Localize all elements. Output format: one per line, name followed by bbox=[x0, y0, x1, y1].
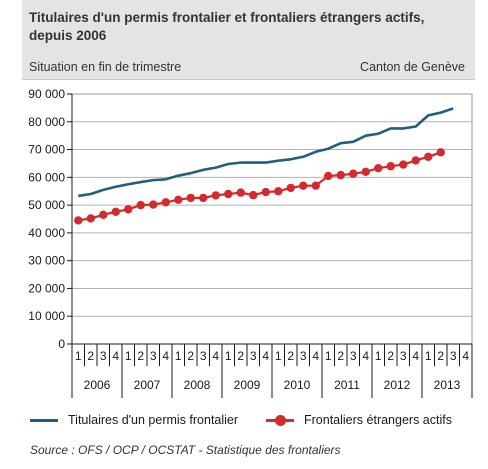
x-tick-label-quarter: 1 bbox=[125, 349, 132, 363]
data-point bbox=[174, 195, 183, 205]
data-point bbox=[336, 170, 345, 180]
data-point bbox=[374, 163, 383, 173]
y-tick-label: 80 000 bbox=[28, 115, 65, 129]
x-tick-label-year: 2007 bbox=[134, 378, 161, 392]
data-point bbox=[436, 148, 445, 157]
data-point bbox=[211, 191, 220, 200]
x-tick-label-quarter: 3 bbox=[100, 349, 107, 363]
data-point bbox=[149, 200, 158, 209]
x-tick-label-quarter: 4 bbox=[212, 349, 219, 363]
data-point bbox=[136, 200, 145, 210]
x-tick-label-year: 2008 bbox=[184, 378, 211, 392]
data-point bbox=[274, 187, 283, 196]
data-point bbox=[411, 156, 420, 165]
y-tick-label: 70 000 bbox=[28, 143, 65, 157]
legend: Titulaires d'un permis frontalier Fronta… bbox=[30, 413, 480, 431]
legend-item-active: Frontaliers étrangers actifs bbox=[266, 413, 452, 427]
data-point bbox=[324, 171, 333, 181]
x-tick-label-quarter: 2 bbox=[87, 349, 94, 363]
chart-region: Canton de Genève bbox=[360, 60, 465, 74]
x-tick-label-quarter: 2 bbox=[287, 349, 294, 363]
x-tick-label-quarter: 2 bbox=[187, 349, 194, 363]
data-point bbox=[124, 205, 133, 214]
x-tick-label-quarter: 2 bbox=[437, 349, 444, 363]
legend-marker-active bbox=[275, 414, 286, 426]
x-tick-label-quarter: 4 bbox=[112, 349, 119, 363]
x-tick-label-quarter: 4 bbox=[312, 349, 319, 363]
y-tick-label: 90 000 bbox=[28, 87, 65, 101]
series-line-0 bbox=[78, 107, 454, 198]
line-chart: 0 10 000 20 000 30 000 40 000 50 000 60 000 70 … bbox=[28, 87, 473, 398]
data-point bbox=[261, 187, 270, 197]
y-tick-label: 50 000 bbox=[28, 198, 65, 212]
y-tick-label: 10 000 bbox=[28, 309, 65, 323]
x-tick-label-quarter: 2 bbox=[337, 349, 344, 363]
data-point bbox=[199, 193, 208, 203]
data-point bbox=[249, 190, 258, 200]
x-tick-label-quarter: 3 bbox=[350, 349, 357, 363]
x-tick-label-quarter: 1 bbox=[175, 349, 182, 363]
data-point bbox=[74, 216, 83, 225]
data-point bbox=[86, 214, 95, 223]
y-tick-label: 0 bbox=[58, 337, 65, 351]
x-tick-label-quarter: 1 bbox=[75, 349, 82, 363]
data-point bbox=[361, 167, 370, 176]
data-point bbox=[161, 198, 170, 207]
plot-area bbox=[71, 93, 473, 345]
y-tick-label: 30 000 bbox=[28, 254, 65, 268]
data-point bbox=[99, 210, 108, 220]
data-point bbox=[186, 193, 195, 203]
axes: 0 10 000 20 000 30 000 40 000 50 000 60 000 70 … bbox=[28, 87, 473, 398]
y-tick-label: 20 000 bbox=[28, 281, 65, 295]
data-point bbox=[386, 162, 395, 171]
y-tick-label: 60 000 bbox=[28, 170, 65, 184]
x-tick-label-quarter: 4 bbox=[362, 349, 369, 363]
data-point bbox=[311, 181, 320, 190]
data-point bbox=[286, 183, 295, 193]
x-tick-label-quarter: 1 bbox=[375, 349, 382, 363]
y-tick-label: 40 000 bbox=[28, 226, 65, 240]
x-tick-label-quarter: 1 bbox=[275, 349, 282, 363]
x-tick-label-quarter: 3 bbox=[300, 349, 307, 363]
chart-subtitle: Situation en fin de trimestre bbox=[29, 60, 182, 74]
legend-swatch-active bbox=[266, 414, 294, 426]
x-tick-label-quarter: 3 bbox=[150, 349, 157, 363]
series-markers bbox=[74, 148, 445, 225]
grid bbox=[71, 93, 473, 345]
x-tick-label-quarter: 2 bbox=[387, 349, 394, 363]
x-tick-label-quarter: 1 bbox=[225, 349, 232, 363]
data-point bbox=[424, 152, 433, 161]
x-tick-label-quarter: 1 bbox=[425, 349, 432, 363]
legend-label-permits: Titulaires d'un permis frontalier bbox=[68, 413, 239, 427]
x-tick-label-quarter: 3 bbox=[250, 349, 257, 363]
legend-label-active: Frontaliers étrangers actifs bbox=[304, 413, 452, 427]
chart-header: Titulaires d'un permis frontalier et fro… bbox=[22, 0, 475, 80]
x-tick-label-year: 2009 bbox=[234, 378, 261, 392]
x-tick-label-year: 2006 bbox=[84, 378, 111, 392]
x-tick-label-quarter: 3 bbox=[450, 349, 457, 363]
x-tick-label-quarter: 4 bbox=[412, 349, 419, 363]
x-tick-label-quarter: 3 bbox=[400, 349, 407, 363]
data-point bbox=[349, 169, 358, 178]
legend-swatch-permits bbox=[30, 418, 58, 422]
chart-title: Titulaires d'un permis frontalier et fro… bbox=[29, 10, 425, 43]
x-tick-label-quarter: 4 bbox=[162, 349, 169, 363]
legend-item-permits: Titulaires d'un permis frontalier bbox=[30, 413, 238, 427]
x-tick-label-year: 2011 bbox=[334, 378, 360, 392]
x-tick-label-quarter: 4 bbox=[462, 349, 469, 363]
x-tick-label-year: 2013 bbox=[434, 378, 461, 392]
x-tick-label-year: 2012 bbox=[384, 378, 411, 392]
data-point bbox=[236, 188, 245, 197]
x-tick-label-year: 2010 bbox=[284, 378, 311, 392]
data-point bbox=[224, 189, 233, 199]
data-point bbox=[111, 207, 120, 216]
x-tick-label-quarter: 2 bbox=[137, 349, 144, 363]
x-tick-label-quarter: 1 bbox=[325, 349, 332, 363]
data-point bbox=[299, 181, 308, 190]
source-note: Source : OFS / OCP / OCSTAT - Statistiqu… bbox=[30, 443, 341, 457]
data-point bbox=[399, 160, 408, 169]
x-tick-label-quarter: 4 bbox=[262, 349, 269, 363]
x-tick-label-quarter: 3 bbox=[200, 349, 207, 363]
x-tick-label-quarter: 2 bbox=[237, 349, 244, 363]
